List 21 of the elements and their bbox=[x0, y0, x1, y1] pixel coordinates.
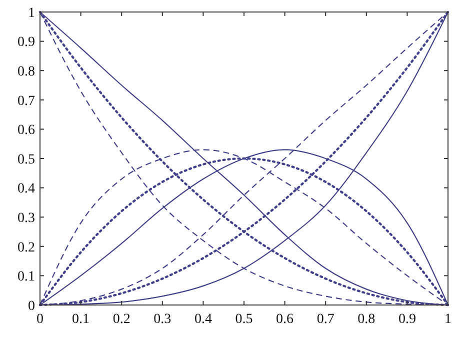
y-tick-label: 0.6 bbox=[18, 123, 35, 138]
y-tick-label: 0.3 bbox=[18, 211, 35, 226]
y-tick-label: 0.5 bbox=[18, 152, 35, 168]
y-tick-label: 0.2 bbox=[18, 240, 35, 256]
x-tick-label: 0.5 bbox=[235, 312, 253, 327]
y-tick-label: 0.1 bbox=[18, 270, 35, 285]
x-tick-label: 0.6 bbox=[276, 312, 294, 327]
y-tick-label: 0.9 bbox=[18, 35, 35, 50]
x-tick-label: 0.2 bbox=[112, 312, 130, 327]
x-tick-label: 0.9 bbox=[398, 312, 416, 327]
x-tick-label: 0.8 bbox=[358, 312, 376, 327]
x-tick-label: 0.4 bbox=[194, 312, 212, 327]
y-tick-label: 0.4 bbox=[18, 182, 35, 197]
x-tick-label: 1 bbox=[444, 312, 452, 327]
x-tick-label: 0.1 bbox=[72, 312, 90, 327]
y-tick-label: 0.7 bbox=[18, 94, 35, 109]
y-tick-label: 0 bbox=[28, 298, 35, 314]
y-tick-label: 0.8 bbox=[18, 64, 35, 80]
x-tick-label: 0.3 bbox=[154, 312, 172, 327]
y-tick-label: 1 bbox=[28, 6, 35, 21]
x-tick-label: 0.7 bbox=[316, 312, 334, 327]
